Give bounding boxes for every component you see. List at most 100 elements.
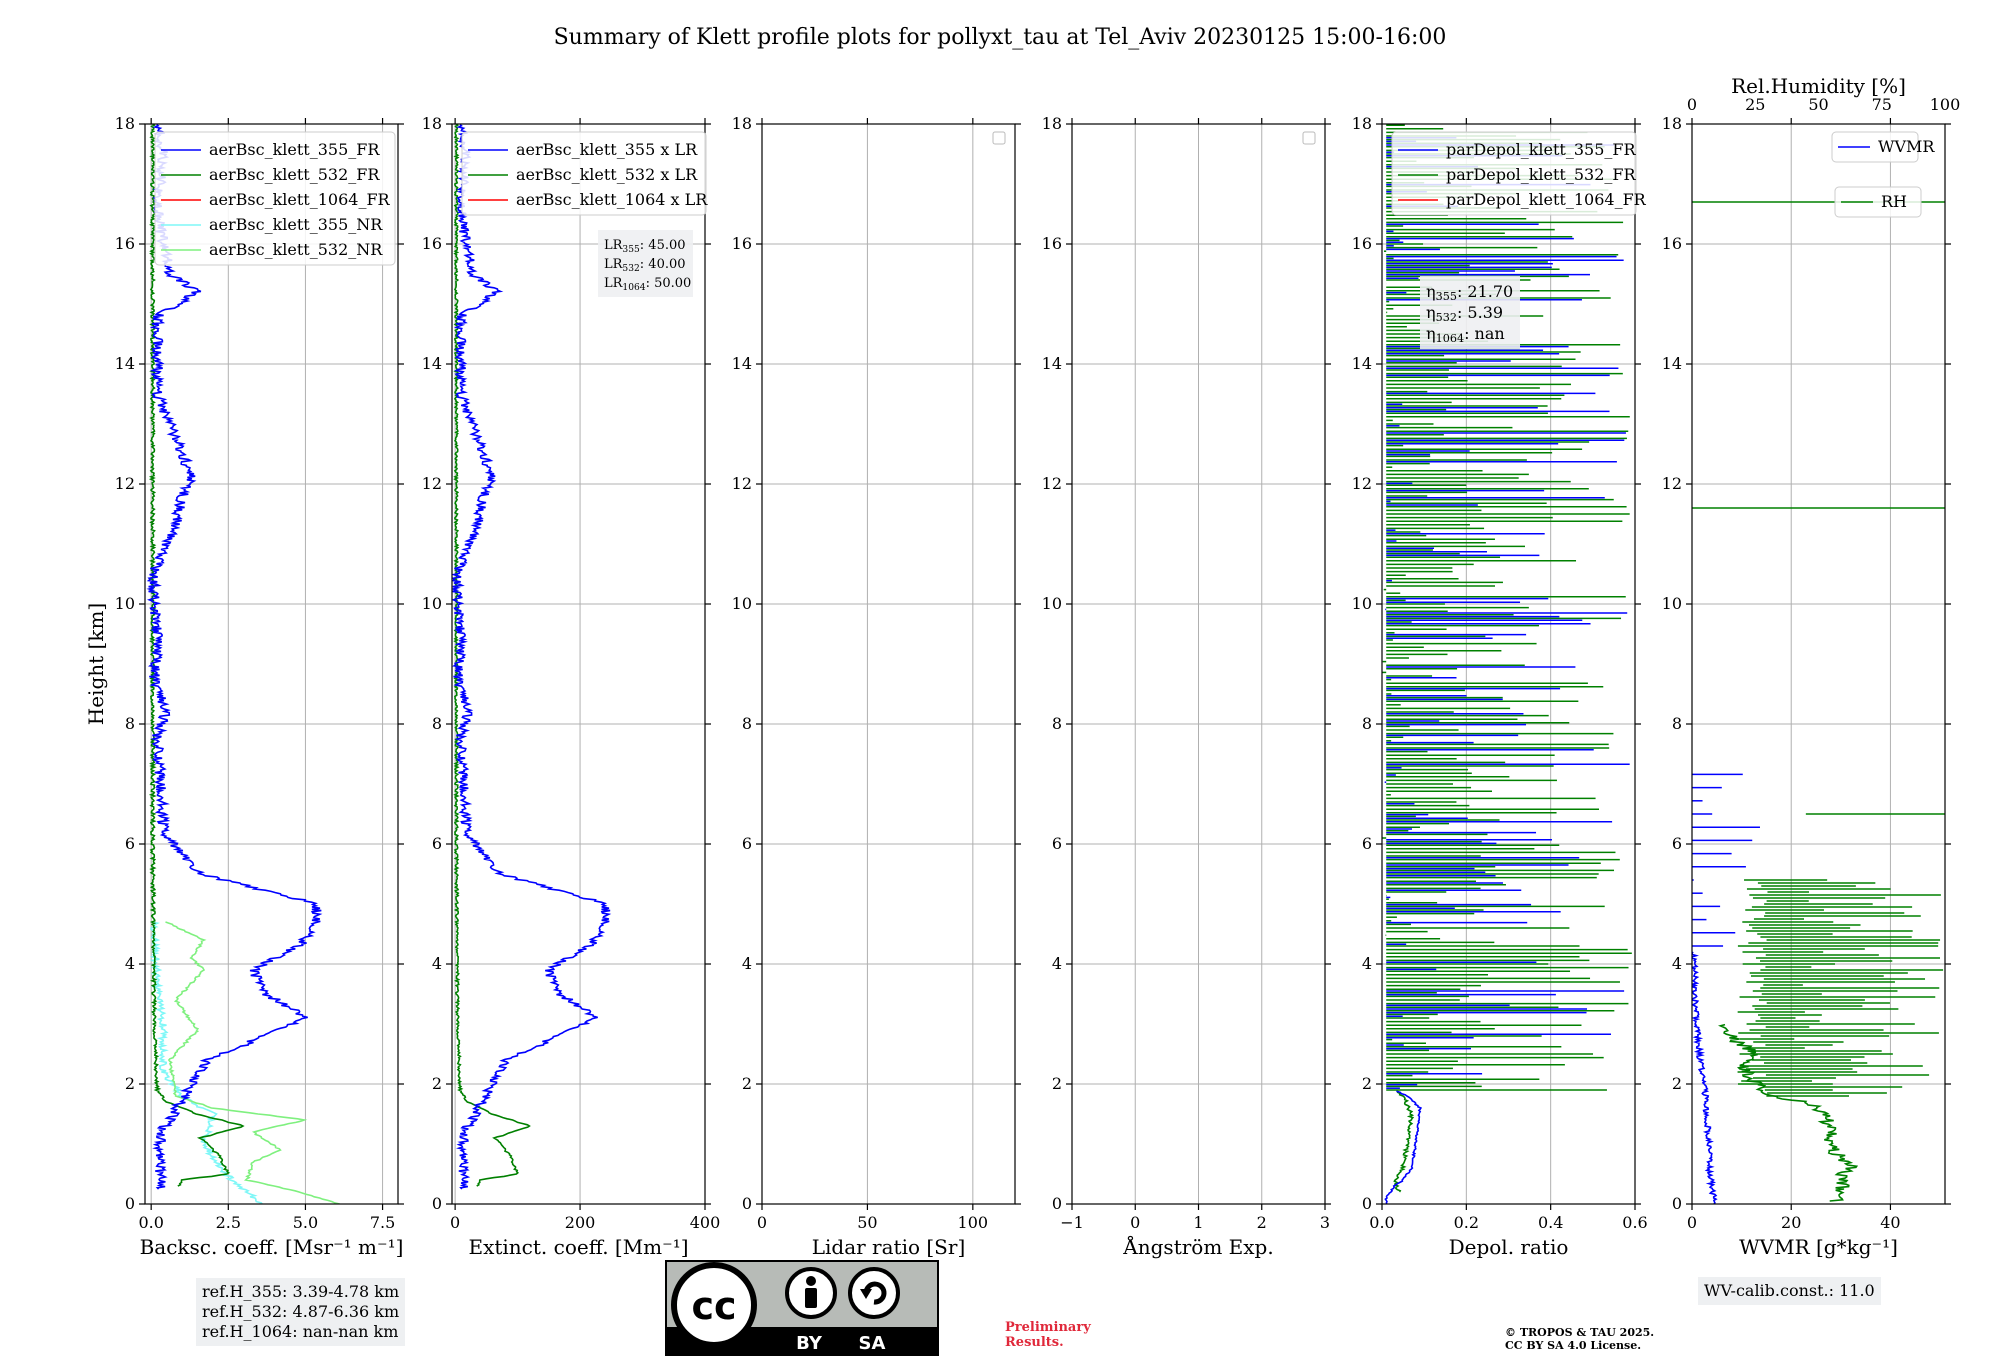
y-tick-label: 8 bbox=[1672, 714, 1682, 733]
x-tick-label: 2.5 bbox=[216, 1213, 241, 1232]
sa-share-arrowhead bbox=[860, 1289, 872, 1299]
x-axis-label: WVMR [g*kg⁻¹] bbox=[1739, 1235, 1898, 1259]
x-tick-label: 0 bbox=[450, 1213, 460, 1232]
y-tick-label: 12 bbox=[732, 474, 752, 493]
x-tick-label: 0.6 bbox=[1622, 1213, 1647, 1232]
cc-by-label: BY bbox=[796, 1333, 823, 1354]
axes-frame bbox=[1691, 123, 1946, 1205]
cc-by-sa-badge: cc BY SA bbox=[665, 1260, 939, 1356]
y-tick-label: 8 bbox=[742, 714, 752, 733]
x-tick-label: 1 bbox=[1193, 1213, 1203, 1232]
axes-frame bbox=[144, 123, 399, 1205]
legend-box bbox=[154, 131, 396, 266]
y-tick-label: 12 bbox=[1662, 474, 1682, 493]
x2-tick-label: 25 bbox=[1745, 95, 1765, 114]
y-tick-label: 14 bbox=[422, 354, 442, 373]
y-tick-label: 16 bbox=[115, 234, 135, 253]
y-tick-label: 14 bbox=[1662, 354, 1682, 373]
line-parDepol_klett_355_FR bbox=[1384, 1090, 1423, 1204]
legend-label: aerBsc_klett_1064 x LR bbox=[516, 190, 708, 209]
x-tick-label: 0 bbox=[1687, 1213, 1697, 1232]
annotation-line: LR1064: 50.00 bbox=[604, 276, 691, 293]
y-tick-label: 4 bbox=[125, 954, 135, 973]
y-tick-label: 6 bbox=[742, 834, 752, 853]
empty-legend-icon bbox=[992, 131, 1006, 145]
x-tick-label: 0.4 bbox=[1538, 1213, 1563, 1232]
legend-label: aerBsc_klett_355 x LR bbox=[516, 140, 698, 159]
annotation-line: η532: 5.39 bbox=[1426, 303, 1503, 324]
legend-label: aerBsc_klett_355_NR bbox=[209, 215, 383, 234]
x-tick-label: 50 bbox=[857, 1213, 877, 1232]
sa-share-icon bbox=[848, 1267, 900, 1319]
cc-logo-icon bbox=[671, 1262, 757, 1348]
legend-box bbox=[461, 131, 707, 216]
y-tick-label: 12 bbox=[1352, 474, 1372, 493]
data-area bbox=[452, 124, 612, 1190]
x-axis-label: Ångström Exp. bbox=[1122, 1234, 1273, 1259]
panel-lidar-ratio: 0 50 100 0 2 4 6 8 10 12 14 16 18 Lidar ratio [Sr] bbox=[732, 114, 1021, 1259]
y-tick-label: 4 bbox=[432, 954, 442, 973]
y-tick-label: 10 bbox=[1662, 594, 1682, 613]
x-tick-label: 0.0 bbox=[1369, 1213, 1394, 1232]
y-tick-label: 0 bbox=[1052, 1194, 1062, 1213]
y-tick-label: 6 bbox=[125, 834, 135, 853]
y-tick-label: 14 bbox=[732, 354, 752, 373]
sa-share-arrow bbox=[863, 1281, 887, 1305]
y-tick-label: 6 bbox=[432, 834, 442, 853]
y-tick-label: 12 bbox=[115, 474, 135, 493]
legend-label: aerBsc_klett_532 x LR bbox=[516, 165, 698, 184]
y-tick-label: 6 bbox=[1362, 834, 1372, 853]
figure-title: Summary of Klett profile plots for polly… bbox=[554, 25, 1447, 50]
y-tick-label: 10 bbox=[732, 594, 752, 613]
line-aerBsc_klett_532_NR bbox=[149, 921, 263, 1204]
legend-label: WVMR bbox=[1878, 137, 1935, 156]
axes-frame bbox=[451, 123, 706, 1205]
x-tick-label: 7.5 bbox=[370, 1213, 395, 1232]
legend-label: parDepol_klett_532_FR bbox=[1446, 165, 1637, 184]
legend-label: aerBsc_klett_532_FR bbox=[209, 165, 380, 184]
line-WVMR bbox=[1692, 951, 1718, 1204]
y-tick-label: 12 bbox=[422, 474, 442, 493]
legend-label: RH bbox=[1881, 192, 1907, 211]
by-person-body bbox=[805, 1288, 817, 1308]
y-tick-label: 8 bbox=[1052, 714, 1062, 733]
annotation-box bbox=[1420, 276, 1520, 349]
y-tick-label: 14 bbox=[1352, 354, 1372, 373]
y-tick-label: 2 bbox=[1052, 1074, 1062, 1093]
legend-box bbox=[1391, 131, 1637, 216]
x2-tick-label: 50 bbox=[1808, 95, 1828, 114]
x-tick-label: 0.0 bbox=[138, 1213, 163, 1232]
x-tick-label: 3 bbox=[1320, 1213, 1330, 1232]
y-tick-label: 8 bbox=[125, 714, 135, 733]
y-tick-label: 10 bbox=[1042, 594, 1062, 613]
legend-label: aerBsc_klett_1064_FR bbox=[209, 190, 391, 209]
y-tick-label: 18 bbox=[115, 114, 135, 133]
legend-label: parDepol_klett_355_FR bbox=[1446, 140, 1637, 159]
y-tick-label: 16 bbox=[732, 234, 752, 253]
panel-wvmr: 0 20 40 0 2 4 6 8 10 12 14 16 18 WVMR [g*kg⁻¹] 0 25 50 75… bbox=[1662, 74, 1961, 1259]
line-aerBsc_klett_355_FR bbox=[146, 124, 323, 1190]
legend-label: aerBsc_klett_355_FR bbox=[209, 140, 380, 159]
annotation-line: η355: 21.70 bbox=[1426, 282, 1513, 303]
y-tick-label: 16 bbox=[422, 234, 442, 253]
y-tick-label: 12 bbox=[1042, 474, 1062, 493]
refh-1064: ref.H_1064: nan-nan km bbox=[202, 1322, 399, 1341]
y-axis-label: Height [km] bbox=[84, 603, 108, 725]
y-tick-label: 2 bbox=[432, 1074, 442, 1093]
empty-legend-icon bbox=[1302, 131, 1316, 145]
x-tick-label: 20 bbox=[1781, 1213, 1801, 1232]
y-tick-label: 0 bbox=[1362, 1194, 1372, 1213]
wv-calib-box: WV-calib.const.: 11.0 bbox=[1698, 1277, 1881, 1305]
annotation-box bbox=[598, 230, 693, 297]
y-tick-label: 16 bbox=[1352, 234, 1372, 253]
annotation-line: η1064: nan bbox=[1426, 324, 1505, 345]
copyright-note: © TROPOS & TAU 2025. CC BY SA 4.0 License… bbox=[1505, 1326, 1655, 1352]
panel-extinction: 0 200 400 0 2 4 6 8 10 12 14 16 18 Extinct. coeff. [M… bbox=[422, 114, 721, 1259]
y-tick-label: 4 bbox=[1052, 954, 1062, 973]
y-tick-label: 2 bbox=[125, 1074, 135, 1093]
cc-sa-label: SA bbox=[859, 1333, 886, 1354]
x-tick-label: 0 bbox=[757, 1213, 767, 1232]
line-aerBsc_klett_355_NR bbox=[165, 921, 340, 1204]
x-tick-label: −1 bbox=[1060, 1213, 1084, 1232]
